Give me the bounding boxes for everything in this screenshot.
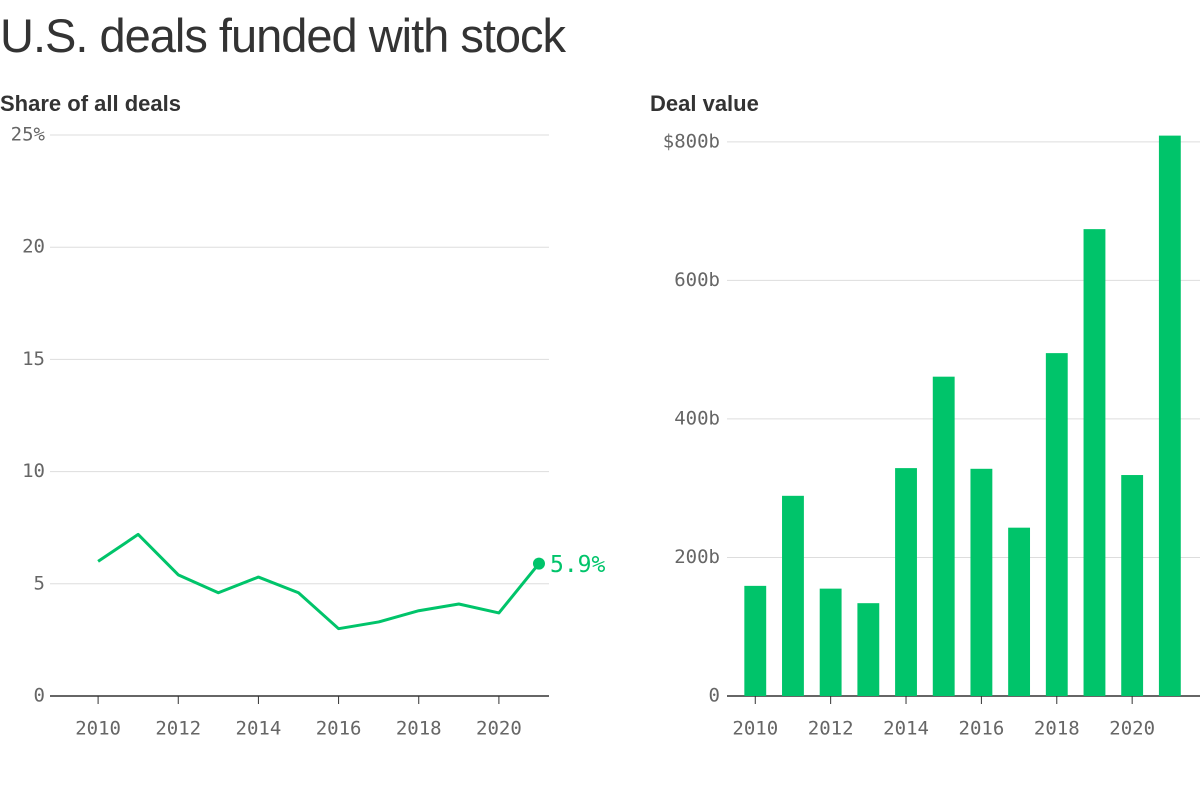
x-tick-label: 2018 <box>396 718 442 740</box>
bar <box>1008 527 1031 696</box>
y-tick-label: 200b <box>674 546 720 568</box>
bar <box>1158 135 1181 696</box>
bar <box>932 376 955 696</box>
x-tick-label: 2018 <box>1034 718 1080 740</box>
y-tick-label: 25% <box>11 124 46 146</box>
y-tick-label: 600b <box>674 269 720 291</box>
y-tick-label: 0 <box>709 685 720 707</box>
y-tick-label: 15 <box>22 348 45 370</box>
point <box>532 557 545 570</box>
x-tick-label: 2012 <box>155 718 201 740</box>
bar <box>744 585 767 696</box>
x-tick-label: 2010 <box>732 718 778 740</box>
value-label: 5.9% <box>550 552 606 578</box>
x-tick-label: 2014 <box>883 718 929 740</box>
bar <box>819 588 842 696</box>
y-tick-label: 20 <box>22 236 45 258</box>
y-tick-label: 400b <box>674 407 720 429</box>
bar <box>970 468 993 696</box>
x-tick-label: 2012 <box>808 718 854 740</box>
x-tick-label: 2016 <box>316 718 362 740</box>
x-tick-label: 2010 <box>75 718 121 740</box>
bar <box>1045 353 1068 696</box>
line <box>97 532 541 631</box>
y-tick-label: 0 <box>34 685 45 707</box>
x-tick-label: 2014 <box>236 718 282 740</box>
chart-subtitle: Deal value <box>650 91 759 116</box>
y-tick-label: 5 <box>34 572 45 594</box>
x-tick-label: 2016 <box>959 718 1005 740</box>
page-title: U.S. deals funded with stock <box>0 9 567 62</box>
bar <box>1121 475 1144 696</box>
x-tick-label: 2020 <box>1109 718 1155 740</box>
y-tick-label: 10 <box>22 460 45 482</box>
bar <box>857 603 880 696</box>
y-tick-label: $800b <box>663 130 720 152</box>
bar <box>895 468 917 696</box>
x-tick-label: 2020 <box>476 718 522 740</box>
chart-subtitle: Share of all deals <box>0 91 181 116</box>
bar <box>1083 229 1106 696</box>
bar <box>782 495 804 696</box>
